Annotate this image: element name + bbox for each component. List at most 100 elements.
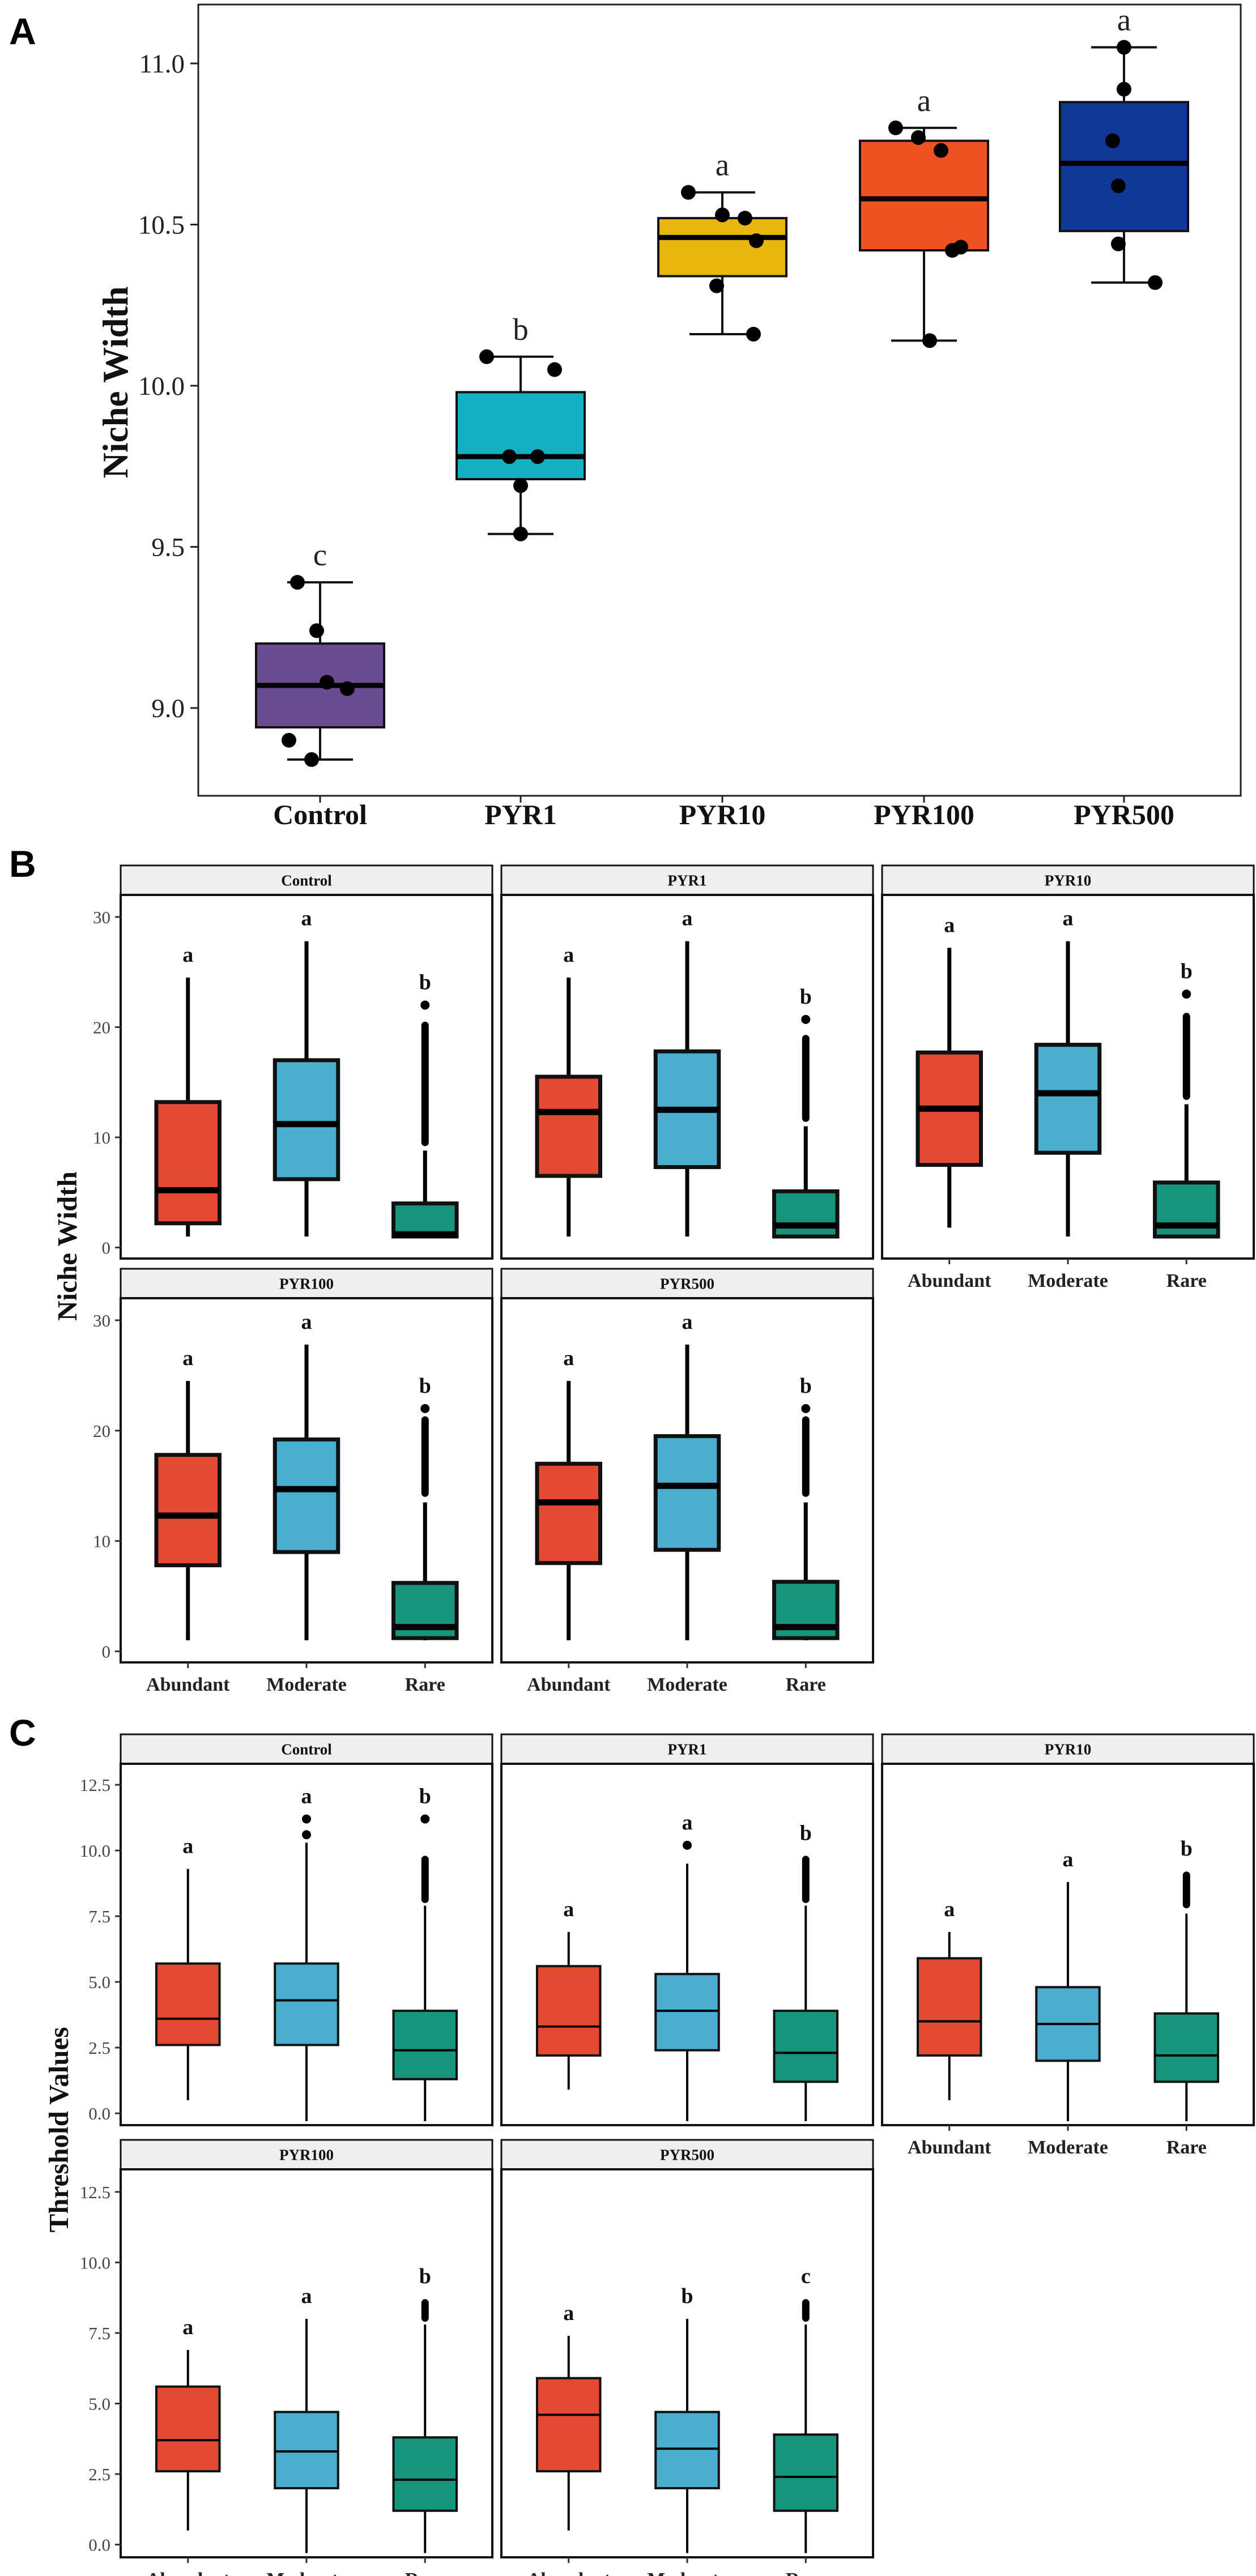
facet-pyr10: PYR10 a Abundant a Moderate b Rare <box>881 1733 1255 2158</box>
data-point <box>738 211 752 226</box>
box <box>535 1461 602 1566</box>
box <box>1153 2012 1220 2083</box>
data-point <box>513 526 528 541</box>
significance-letter: b <box>419 1784 431 1808</box>
significance-letter: a <box>944 913 955 937</box>
x-tick-label: Abundant <box>146 1674 230 1695</box>
outlier-cluster <box>802 1416 810 1497</box>
facet-frame <box>120 894 493 1260</box>
facet-title: PYR500 <box>660 1275 714 1292</box>
data-point <box>945 243 960 258</box>
significance-letter: a <box>716 148 729 182</box>
significance-letter: a <box>301 1310 312 1334</box>
box <box>1034 1043 1102 1155</box>
facet-title: PYR500 <box>660 2146 714 2163</box>
panel-c: C Threshold Values Control 0.0 2.5 5.0 7.5 10.0… <box>9 1712 1255 2576</box>
data-point <box>715 207 730 223</box>
data-point <box>1111 236 1126 251</box>
y-tick-label: 10.0 <box>80 1841 110 1861</box>
x-tick-label: Rare <box>405 1674 445 1695</box>
y-tick-label: 0 <box>102 1238 111 1258</box>
facet-title: PYR1 <box>668 1741 707 1758</box>
significance-letter: b <box>681 2284 693 2308</box>
y-tick-label: 10 <box>93 1128 110 1148</box>
significance-letter: a <box>301 2284 312 2308</box>
y-tick-label: 7.5 <box>88 1907 110 1926</box>
x-tick-label: PYR500 <box>1074 799 1174 830</box>
significance-letter: b <box>1181 1837 1193 1861</box>
facet-strip <box>500 864 874 896</box>
box <box>155 1962 221 2046</box>
data-point <box>1105 133 1120 148</box>
box <box>455 391 586 481</box>
significance-letter: c <box>313 538 327 572</box>
box <box>392 2436 458 2512</box>
y-tick-label: 10.0 <box>138 372 185 401</box>
x-tick-label: Moderate <box>647 2569 727 2576</box>
y-tick-label: 2.5 <box>88 2464 110 2484</box>
facet-pyr10: PYR10 a Abundant a Moderate b Rare <box>881 864 1255 1291</box>
data-point <box>309 623 324 638</box>
significance-letter: a <box>563 2301 574 2325</box>
outlier-cluster <box>802 2299 810 2322</box>
data-point <box>1117 40 1131 55</box>
x-tick-label: Rare <box>405 2569 445 2576</box>
box <box>392 2010 458 2080</box>
facet-pyr500: PYR500 a Abundant b Moderate c Rare <box>500 2139 874 2576</box>
significance-letter: a <box>563 943 574 967</box>
facet-control: Control 0.0 2.5 5.0 7.5 10.0 12.5 a a b <box>80 1733 493 2126</box>
data-point <box>749 233 764 248</box>
outlier-point <box>420 1814 430 1824</box>
box <box>155 2385 221 2473</box>
box <box>1059 101 1189 232</box>
facet-frame <box>500 894 874 1260</box>
significance-letter: a <box>182 2315 193 2339</box>
significance-letter: a <box>182 1835 193 1858</box>
box <box>154 1100 222 1226</box>
box <box>773 2433 839 2512</box>
significance-letter: a <box>917 83 931 118</box>
outlier-cluster <box>421 1021 429 1146</box>
box <box>154 1453 222 1568</box>
significance-letter: b <box>419 971 431 995</box>
x-tick-label: Abundant <box>527 1674 611 1695</box>
significance-letter: a <box>1117 3 1131 37</box>
significance-letter: b <box>800 1374 812 1398</box>
facet-control: Control 0 10 20 30 a a b <box>93 864 493 1260</box>
facet-title: PYR10 <box>1045 1741 1092 1758</box>
significance-letter: a <box>1063 907 1074 931</box>
data-point <box>934 143 948 158</box>
data-point <box>304 752 319 767</box>
y-axis-title: Niche Width <box>52 1171 83 1321</box>
x-tick-label: Rare <box>1166 2137 1207 2158</box>
data-point <box>922 333 937 348</box>
y-tick-label: 0 <box>102 1642 111 1662</box>
significance-letter: a <box>182 1346 193 1370</box>
data-point <box>502 449 517 464</box>
y-tick-label: 9.5 <box>151 533 185 562</box>
y-tick-label: 2.5 <box>88 2038 110 2058</box>
x-tick-label: Abundant <box>146 2569 230 2576</box>
significance-letter: b <box>419 2264 431 2288</box>
facet-strip <box>881 864 1255 896</box>
y-tick-label: 20 <box>93 1421 110 1441</box>
box <box>657 217 787 278</box>
y-tick-label: 30 <box>93 1311 110 1330</box>
data-point <box>911 130 926 145</box>
box <box>773 2010 839 2083</box>
y-axis-title: Threshold Values <box>43 2027 74 2233</box>
x-tick-label: Moderate <box>647 1674 727 1695</box>
x-tick-label: Abundant <box>908 1270 991 1291</box>
outlier-point <box>801 1014 811 1024</box>
data-point <box>1111 178 1126 194</box>
y-tick-label: 12.5 <box>80 2182 110 2202</box>
facet-title: PYR10 <box>1045 872 1092 889</box>
box <box>654 1973 720 2052</box>
y-tick-label: 12.5 <box>80 1775 110 1795</box>
significance-letter: c <box>801 2264 811 2288</box>
outlier-point <box>1182 990 1191 999</box>
outlier-cluster <box>421 2299 429 2322</box>
data-point <box>513 478 528 493</box>
